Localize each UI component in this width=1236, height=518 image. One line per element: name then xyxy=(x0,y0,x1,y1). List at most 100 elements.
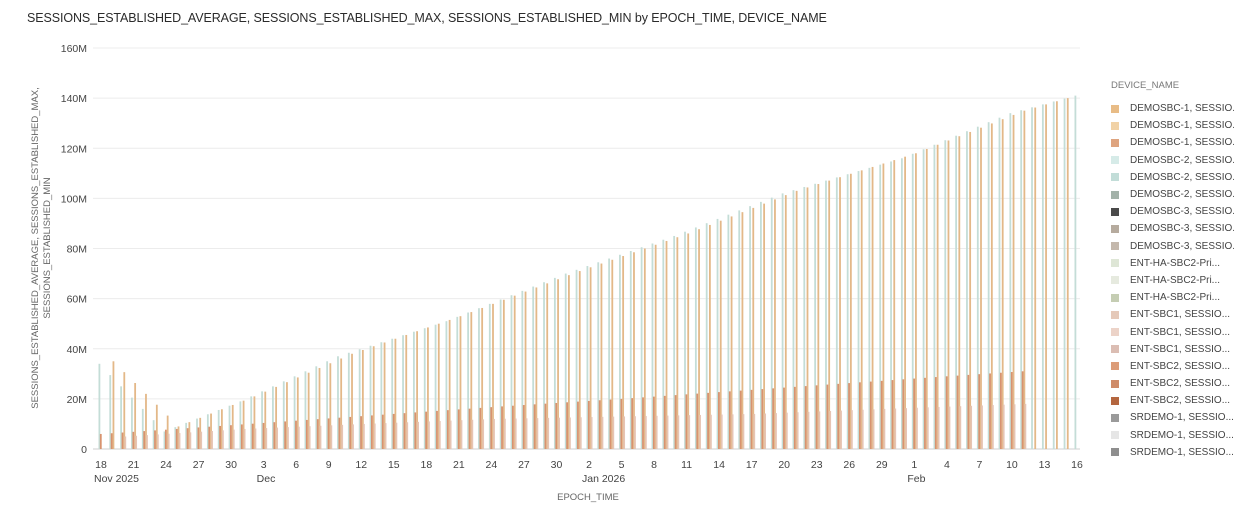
legend-item[interactable]: ENT-HA-SBC2-Pri... xyxy=(1106,289,1234,306)
legend-item[interactable]: DEMOSBC-3, SESSIO... xyxy=(1106,238,1234,255)
bar xyxy=(708,224,711,449)
bar xyxy=(727,214,730,449)
legend-item[interactable]: DEMOSBC-3, SESSIO... xyxy=(1106,203,1234,220)
bar xyxy=(629,251,632,449)
bar xyxy=(330,425,333,449)
x-tick-label: 11 xyxy=(681,459,692,471)
bar xyxy=(219,425,221,449)
bar xyxy=(120,386,122,449)
legend-item[interactable]: DEMOSBC-1, SESSIO... xyxy=(1106,117,1234,134)
legend-swatch xyxy=(1111,242,1119,251)
legend-item[interactable]: DEMOSBC-2, SESSIO... xyxy=(1106,169,1234,186)
bar xyxy=(124,436,127,449)
bar xyxy=(371,415,373,449)
bar xyxy=(620,398,623,449)
bar xyxy=(132,431,135,449)
y-tick-label: 80M xyxy=(67,244,87,256)
bar xyxy=(326,361,329,449)
bar xyxy=(731,414,734,449)
bar xyxy=(1013,404,1016,449)
legend-item[interactable]: DEMOSBC-3, SESSIO... xyxy=(1106,220,1234,237)
bar xyxy=(967,374,970,449)
x-tick-label: 3 xyxy=(261,459,267,471)
x-tick-label: 10 xyxy=(1006,459,1018,471)
bar xyxy=(709,414,712,449)
x-tick-label: 18 xyxy=(95,459,107,471)
bar xyxy=(741,212,744,449)
bar xyxy=(770,197,773,449)
legend-item[interactable]: DEMOSBC-1, SESSIO... xyxy=(1106,134,1234,151)
legend-item[interactable]: ENT-SBC1, SESSIO... xyxy=(1106,306,1234,323)
bar xyxy=(286,382,288,449)
bar xyxy=(590,417,593,449)
bar xyxy=(623,416,626,449)
x-month-label: Feb xyxy=(907,473,925,485)
bar xyxy=(739,390,742,449)
bar xyxy=(579,417,582,449)
bar xyxy=(369,345,372,449)
bar xyxy=(761,389,764,449)
bar xyxy=(492,303,494,449)
legend-item[interactable]: ENT-HA-SBC2-Pri... xyxy=(1106,272,1234,289)
bar xyxy=(513,295,516,449)
bar xyxy=(817,184,820,449)
bar xyxy=(470,312,473,449)
bar xyxy=(273,422,276,449)
bar xyxy=(156,434,159,449)
bar xyxy=(958,136,961,449)
legend-item[interactable]: ENT-SBC2, SESSIO... xyxy=(1106,358,1234,375)
y-tick-label: 0 xyxy=(81,444,87,456)
legend-item[interactable]: ENT-SBC1, SESSIO... xyxy=(1106,341,1234,358)
bar xyxy=(511,405,514,449)
bar xyxy=(750,389,753,449)
bar xyxy=(784,195,787,449)
bar xyxy=(499,299,502,449)
bar xyxy=(818,411,821,449)
bar xyxy=(402,335,404,449)
bar xyxy=(1034,107,1037,449)
bar xyxy=(380,342,383,449)
bar xyxy=(372,346,375,449)
legend-item[interactable]: ENT-HA-SBC2-Pri... xyxy=(1106,255,1234,272)
legend-item[interactable]: DEMOSBC-2, SESSIO... xyxy=(1106,152,1234,169)
x-tick-label: 2 xyxy=(586,459,592,471)
x-tick-label: 23 xyxy=(811,459,823,471)
bar xyxy=(1045,104,1047,449)
bar xyxy=(275,386,278,449)
legend-item[interactable]: SRDEMO-1, SESSIO... xyxy=(1106,409,1234,426)
bar xyxy=(347,352,350,449)
legend-label: DEMOSBC-3, SESSIO... xyxy=(1130,206,1234,218)
legend-item[interactable]: DEMOSBC-1, SESSIO... xyxy=(1106,100,1234,117)
legend-swatch xyxy=(1111,190,1119,199)
bar xyxy=(394,338,397,449)
bar xyxy=(807,411,810,449)
bar xyxy=(395,422,398,449)
bar xyxy=(510,295,513,449)
bar xyxy=(916,407,918,449)
bar xyxy=(1066,98,1069,449)
legend-swatch xyxy=(1111,396,1119,405)
bar xyxy=(482,419,485,449)
bar xyxy=(558,417,560,449)
legend-item[interactable]: DEMOSBC-2, SESSIO... xyxy=(1106,186,1234,203)
bar xyxy=(481,307,484,449)
bar xyxy=(1052,101,1055,449)
y-tick-label: 160M xyxy=(61,43,87,55)
legend-item[interactable]: ENT-SBC1, SESSIO... xyxy=(1106,323,1234,340)
legend-item[interactable]: SRDEMO-1, SESSIO... xyxy=(1106,444,1234,461)
legend-item[interactable]: SRDEMO-1, SESSIO... xyxy=(1106,427,1234,444)
legend-label: ENT-SBC1, SESSIO... xyxy=(1130,309,1231,321)
bar xyxy=(913,378,916,449)
bar xyxy=(749,206,751,449)
bar xyxy=(152,420,155,449)
legend-item[interactable]: ENT-SBC2, SESSIO... xyxy=(1106,392,1234,409)
legend-item[interactable]: ENT-SBC2, SESSIO... xyxy=(1106,375,1234,392)
bar xyxy=(177,426,180,449)
bar xyxy=(231,404,234,449)
x-month-label: Nov 2025 xyxy=(94,473,139,485)
x-tick-label: 17 xyxy=(746,459,758,471)
bar xyxy=(307,372,310,449)
bar xyxy=(543,282,545,449)
bar xyxy=(217,409,220,449)
legend-label: SRDEMO-1, SESSIO... xyxy=(1130,412,1234,424)
